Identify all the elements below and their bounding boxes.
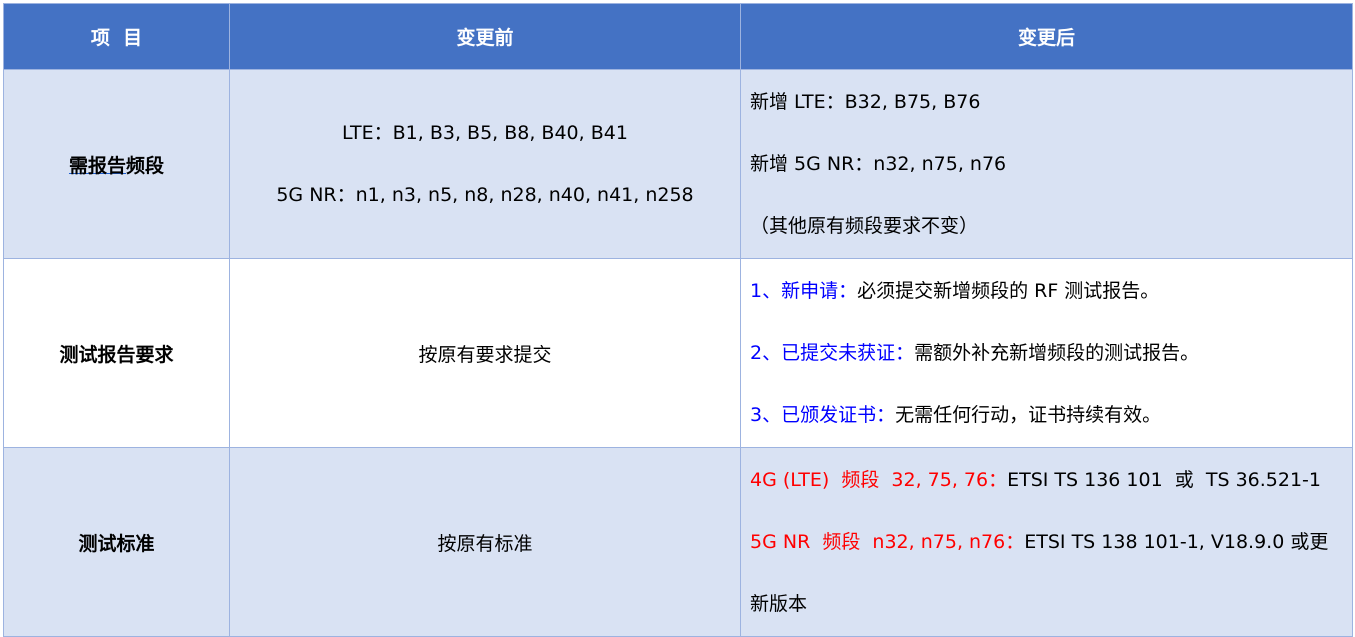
header-before: 变更前 <box>229 3 741 70</box>
after-line: 新增 5G NR：n32, n75, n76 <box>750 153 1007 175</box>
header-item: 项 目 <box>3 3 230 70</box>
before-cell: 按原有要求提交 <box>229 258 741 448</box>
table-row: 需报告频段 LTE：B1, B3, B5, B8, B40, B41 5G NR… <box>3 69 1353 259</box>
case-text: 需额外补充新增频段的测试报告。 <box>914 342 1200 364</box>
item-link[interactable]: 需报告 <box>68 154 126 177</box>
after-line: 新版本 <box>750 573 1351 635</box>
before-cell: LTE：B1, B3, B5, B8, B40, B41 5G NR：n1, n… <box>229 69 741 259</box>
case-label: 2、已提交未获证： <box>750 342 915 364</box>
band-change-table: 项 目 变更前 变更后 需报告频段 LTE：B1, B3, B5, B8, B4… <box>3 3 1353 637</box>
before-cell: 按原有标准 <box>229 447 741 637</box>
after-line: 1、新申请：必须提交新增频段的 RF 测试报告。 <box>750 260 1351 322</box>
case-label: 3、已颁发证书： <box>750 404 896 426</box>
case-label: 1、新申请： <box>750 280 858 302</box>
case-text: 必须提交新增频段的 RF 测试报告。 <box>857 280 1160 302</box>
header-after: 变更后 <box>740 3 1353 70</box>
table-row: 测试报告要求 按原有要求提交 1、新申请：必须提交新增频段的 RF 测试报告。 … <box>3 258 1353 448</box>
case-text: 无需任何行动，证书持续有效。 <box>895 404 1162 426</box>
table-row: 测试标准 按原有标准 4G (LTE) 频段 32, 75, 76：ETSI T… <box>3 447 1353 637</box>
row-item: 需报告频段 <box>3 69 230 259</box>
after-line: 4G (LTE) 频段 32, 75, 76：ETSI TS 136 101 或… <box>750 449 1351 511</box>
item-text: 频段 <box>126 154 165 177</box>
row-item: 测试报告要求 <box>3 258 230 448</box>
after-cell: 4G (LTE) 频段 32, 75, 76：ETSI TS 136 101 或… <box>740 447 1353 637</box>
after-line: 新增 LTE：B32, B75, B76 <box>750 91 981 113</box>
standard-text: ETSI TS 138 101-1, V18.9.0 或更 <box>1024 531 1329 553</box>
before-line: 5G NR：n1, n3, n5, n8, n28, n40, n41, n25… <box>276 184 694 206</box>
after-cell: 1、新申请：必须提交新增频段的 RF 测试报告。 2、已提交未获证：需额外补充新… <box>740 258 1353 448</box>
before-line: LTE：B1, B3, B5, B8, B40, B41 <box>342 122 628 144</box>
after-line: 2、已提交未获证：需额外补充新增频段的测试报告。 <box>750 322 1351 384</box>
after-line: 5G NR 频段 n32, n75, n76：ETSI TS 138 101-1… <box>750 511 1351 573</box>
standard-text: ETSI TS 136 101 或 TS 36.521-1 <box>1007 469 1321 491</box>
row-item: 测试标准 <box>3 447 230 637</box>
after-cell: 新增 LTE：B32, B75, B76 新增 5G NR：n32, n75, … <box>740 69 1353 259</box>
after-line: （其他原有频段要求不变） <box>750 215 979 237</box>
standard-text: 新版本 <box>750 593 808 615</box>
standard-label: 5G NR 频段 n32, n75, n76： <box>750 531 1025 553</box>
after-line: 3、已颁发证书：无需任何行动，证书持续有效。 <box>750 384 1351 446</box>
header-row: 项 目 变更前 变更后 <box>3 3 1353 70</box>
standard-label: 4G (LTE) 频段 32, 75, 76： <box>750 469 1008 491</box>
